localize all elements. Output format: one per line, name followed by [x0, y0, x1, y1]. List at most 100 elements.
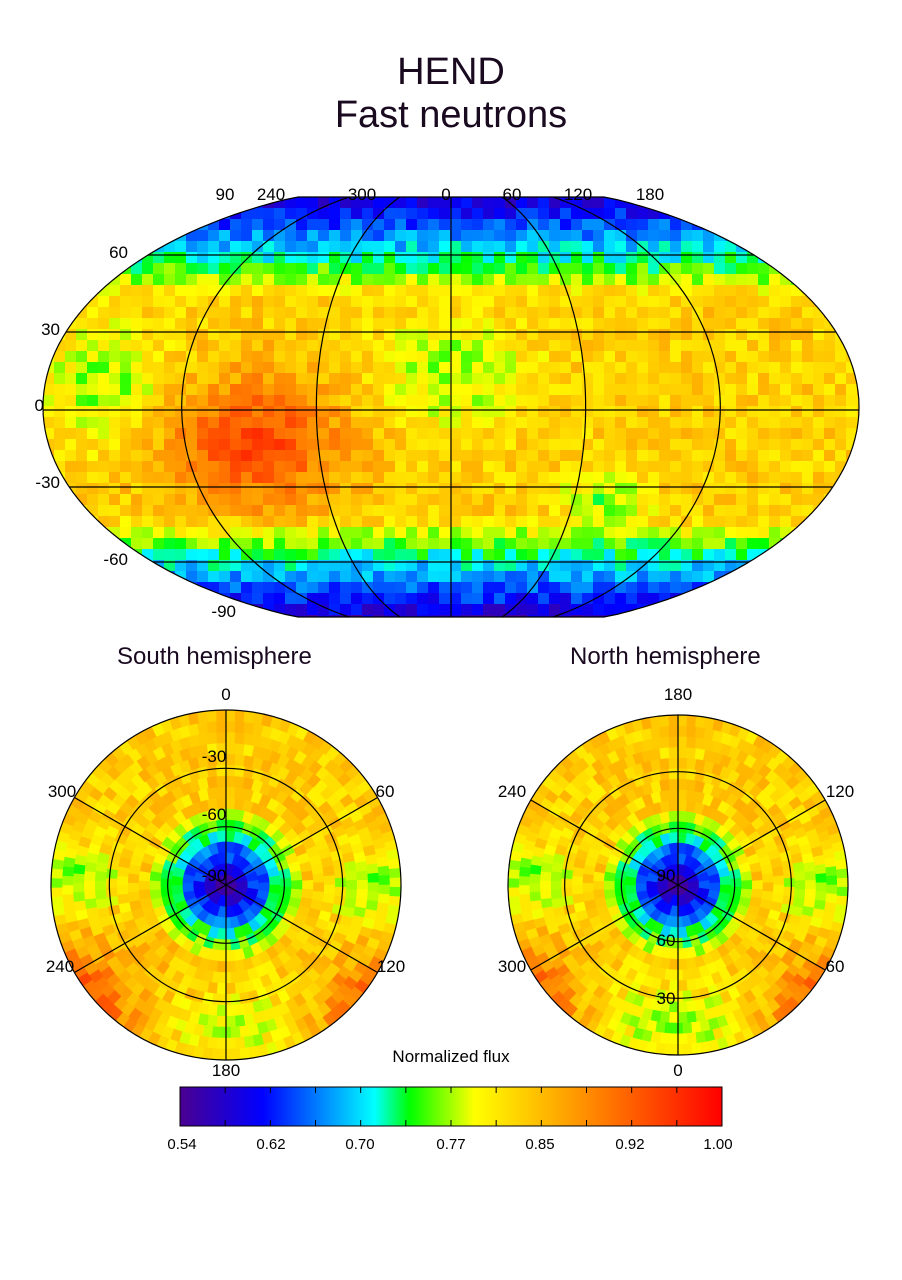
map-cell: [714, 296, 726, 308]
map-cell: [175, 395, 187, 407]
map-cell: [714, 582, 726, 594]
map-cell: [406, 340, 418, 352]
map-cell: [285, 373, 297, 385]
map-cell: [263, 516, 275, 528]
map-cell: [461, 395, 473, 407]
map-cell: [791, 285, 803, 297]
map-cell: [219, 505, 231, 517]
map-cell: [296, 340, 308, 352]
map-cell: [307, 505, 319, 517]
map-cell: [65, 516, 77, 528]
map-cell: [329, 384, 341, 396]
map-cell: [791, 604, 803, 616]
map-cell: [290, 870, 303, 882]
map-cell: [450, 439, 462, 451]
map-cell: [747, 395, 759, 407]
map-cell: [208, 230, 220, 242]
map-cell: [318, 274, 330, 286]
map-cell: [582, 263, 594, 275]
map-cell: [769, 197, 781, 209]
map-cell: [241, 450, 253, 462]
map-cell: [87, 450, 99, 462]
map-cell: [494, 285, 506, 297]
map-cell: [83, 870, 96, 881]
map-cell: [857, 494, 859, 506]
map-cell: [725, 549, 737, 561]
map-cell: [43, 527, 55, 539]
map-cell: [131, 351, 143, 363]
map-cell: [76, 505, 88, 517]
map-cell: [593, 362, 605, 374]
map-cell: [686, 1011, 697, 1024]
north-lon-label: 60: [826, 957, 845, 976]
map-cell: [406, 395, 418, 407]
map-cell: [307, 362, 319, 374]
map-cell: [142, 340, 154, 352]
map-cell: [751, 880, 764, 890]
map-cell: [539, 870, 552, 882]
map-cell: [395, 274, 407, 286]
map-cell: [813, 241, 825, 253]
map-cell: [296, 362, 308, 374]
map-cell: [549, 318, 561, 330]
map-cell: [274, 560, 286, 572]
map-cell: [659, 417, 671, 429]
map-cell: [263, 505, 275, 517]
map-cell: [505, 351, 517, 363]
map-cell: [725, 538, 737, 550]
map-cell: [312, 882, 325, 893]
map-cell: [846, 329, 858, 341]
map-cell: [505, 538, 517, 550]
map-cell: [109, 274, 121, 286]
map-cell: [417, 219, 429, 231]
map-cell: [164, 439, 176, 451]
map-cell: [835, 307, 847, 319]
map-cell: [813, 516, 825, 528]
map-cell: [87, 230, 99, 242]
map-cell: [164, 296, 176, 308]
map-cell: [527, 450, 539, 462]
map-cell: [615, 318, 627, 330]
map-cell: [428, 340, 440, 352]
map-cell: [648, 274, 660, 286]
map-cell: [131, 516, 143, 528]
map-cell: [263, 560, 275, 572]
map-cell: [560, 197, 572, 209]
map-cell: [43, 197, 55, 209]
lon-label: 90: [216, 185, 235, 204]
map-cell: [670, 230, 682, 242]
map-cell: [225, 927, 236, 941]
map-cell: [668, 958, 679, 971]
map-cell: [604, 538, 616, 550]
map-cell: [813, 604, 825, 616]
map-cell: [142, 318, 154, 330]
map-cell: [373, 439, 385, 451]
map-cell: [373, 549, 385, 561]
map-cell: [582, 373, 594, 385]
map-cell: [516, 395, 528, 407]
map-cell: [274, 285, 286, 297]
map-cell: [824, 439, 836, 451]
map-cell: [384, 351, 396, 363]
map-cell: [373, 494, 385, 506]
map-cell: [758, 197, 770, 209]
map-cell: [604, 560, 616, 572]
map-cell: [208, 516, 220, 528]
map-cell: [329, 615, 341, 617]
map-cell: [736, 340, 748, 352]
map-cell: [120, 406, 132, 418]
map-cell: [560, 604, 572, 616]
map-cell: [322, 865, 336, 877]
map-cell: [395, 494, 407, 506]
map-cell: [846, 296, 858, 308]
map-cell: [505, 450, 517, 462]
map-cell: [802, 439, 814, 451]
map-cell: [84, 897, 97, 909]
map-cell: [318, 208, 330, 220]
map-cell: [659, 593, 671, 605]
map-cell: [142, 615, 154, 617]
map-cell: [824, 615, 836, 617]
map-cell: [747, 516, 759, 528]
meridian-line: [677, 884, 826, 971]
map-cell: [373, 329, 385, 341]
